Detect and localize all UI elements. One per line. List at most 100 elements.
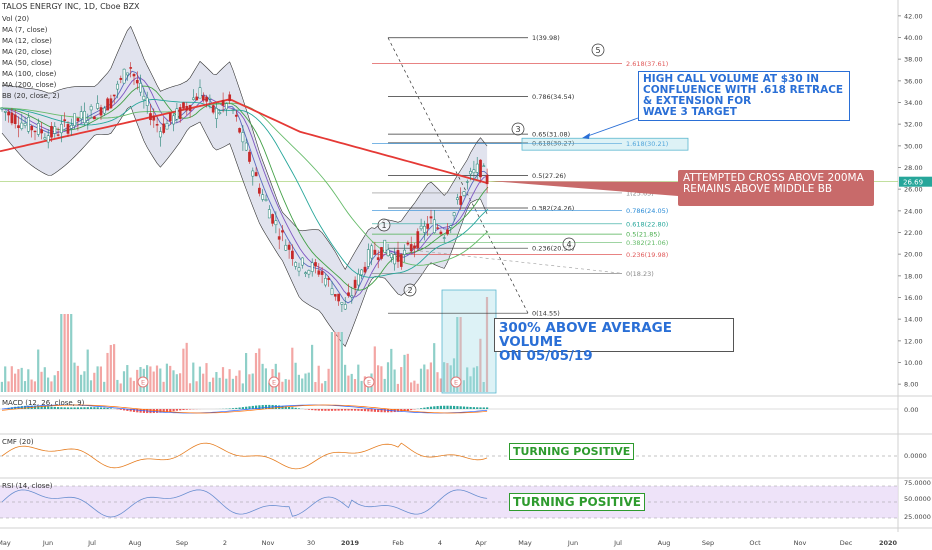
volume-bar [7,381,10,392]
volume-bar [393,369,396,392]
indicator-ma7[interactable]: MA (7, close) [2,26,48,34]
indicator-vol[interactable]: Vol (20) [2,15,30,23]
volume-bar [172,370,175,392]
macd-histogram-bar [449,405,452,409]
volume-bar [218,377,221,392]
macd-label[interactable]: MACD (12, 26, close, 9) [2,399,85,407]
volume-bar [380,366,383,392]
price-tick-label: 42.00 [904,12,923,20]
candle-body [419,225,423,230]
macd-histogram-bar [311,409,314,411]
candle-body [479,159,482,178]
volume-bar [360,380,363,392]
macd-histogram-bar [123,409,126,411]
candle-body [40,129,43,134]
volume-bar [66,314,69,392]
volume-bar [344,364,347,392]
indicator-ma12[interactable]: MA (12, close) [2,37,52,45]
volume-bar [238,370,241,392]
fib-target-highlight [521,137,689,151]
volume-bar [284,379,287,392]
volume-bar [10,366,13,392]
candlesticks [0,62,489,312]
macd-histogram-bar [476,407,479,409]
candle-body [373,249,377,255]
volume-bar [192,362,195,392]
candle-body [109,98,113,109]
fib-retracement-label: 0.65(31.08) [532,131,570,139]
wave-label: 3 [515,125,520,134]
macd-histogram-bar [80,407,83,409]
macd-histogram-bar [126,409,129,411]
candle-body [413,245,416,249]
rsi-axis-label: 25.0000 [904,513,931,521]
volume-bar [70,314,73,392]
candle-body [195,96,199,101]
volume-bar [436,372,439,392]
candle-body [132,73,136,77]
wave-label-circle [377,218,391,232]
volume-bar [429,362,432,392]
price-tick-label: 18.00 [904,272,923,280]
indicator-ma50[interactable]: MA (50, close) [2,59,52,67]
volume-bar [350,373,353,392]
bb-upper [1,25,488,270]
candle-body [96,103,100,109]
indicator-ma20[interactable]: MA (20, close) [2,48,52,56]
volume-bar [83,371,86,392]
candle-body [485,174,489,185]
candle-body [221,99,225,106]
macd-histogram-bar [330,409,334,411]
candle-body [165,123,169,130]
candle-body [347,292,350,296]
call-volume-callout: HIGH CALL VOLUME AT $30 IN CONFLUENCE WI… [638,71,850,121]
candle-body [129,67,133,69]
macd-histogram-bar [129,409,132,412]
indicator-bb[interactable]: BB (20, close, 2) [2,92,60,100]
cmf-label[interactable]: CMF (20) [2,438,34,446]
volume-bar [410,382,413,392]
volume-bar [93,372,96,392]
volume-bar [258,348,261,392]
candle-body [482,165,486,167]
macd-histogram-bar [334,409,337,411]
macd-histogram-bar [456,406,459,409]
macd-histogram-bar [60,407,63,409]
volume-bar [268,382,271,392]
macd-histogram-bar [377,409,380,413]
candle-body [238,128,241,133]
candle-body [261,194,265,200]
cross-200ma-pointer [490,181,678,196]
macd-histogram-bar [426,407,429,409]
macd-histogram-bar [482,407,485,409]
candle-body [76,118,80,122]
macd-histogram-bar [231,408,235,409]
candle-body [456,197,459,200]
time-tick-label: Jun [42,539,53,547]
volume-bar [225,378,228,392]
volume-bar [403,354,406,392]
volume-bar [482,381,485,392]
cmf-line [1,442,488,470]
candle-body [452,212,456,217]
macd-histogram-bar [43,406,46,409]
time-tick-label: 30 [307,539,315,547]
volume-bar [33,381,36,392]
volume-bar [80,374,83,392]
fib-extension-label: 0.786(24.05) [626,207,668,215]
candle-body [442,237,446,239]
fib-extension-label: 1.618(30.21) [626,140,668,148]
volume-bar [327,368,330,392]
volume-bar [472,367,475,392]
candle-body [360,269,364,276]
wave-label-circle [403,283,417,297]
earnings-marker [363,376,375,388]
indicator-ma200[interactable]: MA (200, close) [2,81,57,89]
volume-bar [287,379,291,392]
macd-histogram-bar [462,406,466,409]
rsi-label[interactable]: RSI (14, close) [2,482,53,490]
candle-body [307,270,311,275]
indicator-ma100[interactable]: MA (100, close) [2,70,57,78]
time-tick-label: Feb [392,539,404,547]
candle-body [93,116,96,120]
